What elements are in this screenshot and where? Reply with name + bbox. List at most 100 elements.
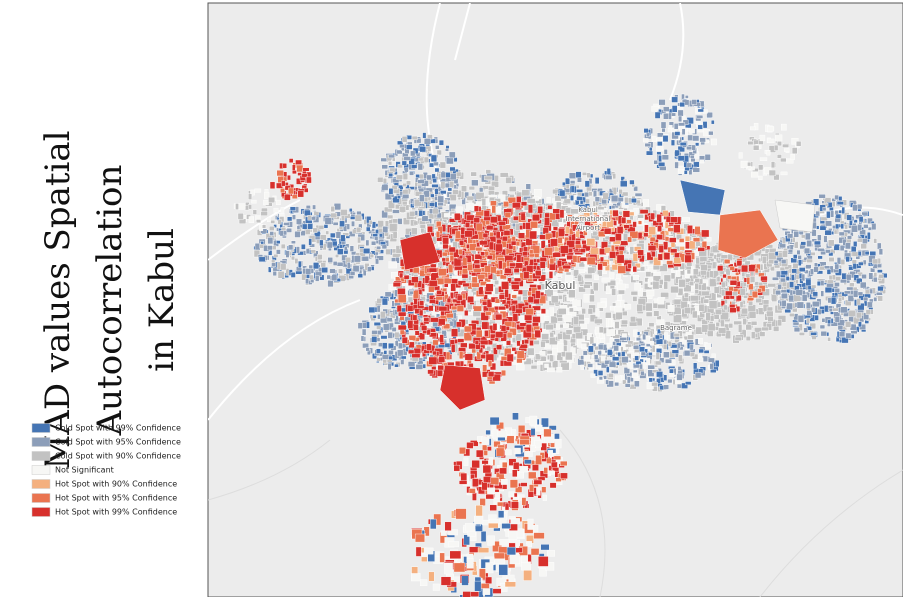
district-cell bbox=[401, 336, 408, 344]
district-cell bbox=[409, 211, 416, 217]
district-cell bbox=[806, 240, 812, 247]
district-cell bbox=[594, 274, 599, 281]
district-cell bbox=[587, 345, 594, 353]
district-cell bbox=[699, 256, 708, 262]
district-cell bbox=[805, 302, 811, 309]
district-cell bbox=[583, 283, 591, 289]
district-cell bbox=[851, 225, 858, 233]
district-cell bbox=[766, 310, 774, 318]
district-cell bbox=[663, 274, 671, 282]
district-cell bbox=[776, 154, 782, 159]
district-cell bbox=[630, 291, 638, 296]
district-cell bbox=[714, 360, 720, 368]
district-cell bbox=[397, 324, 407, 331]
district-cell bbox=[565, 184, 570, 189]
district-cell bbox=[517, 289, 523, 295]
district-cell bbox=[280, 243, 286, 249]
district-cell bbox=[728, 323, 734, 329]
district-cell bbox=[611, 288, 617, 296]
district-cell bbox=[582, 350, 588, 356]
district-cell bbox=[786, 245, 791, 250]
district-cell bbox=[501, 369, 506, 377]
district-cell bbox=[663, 351, 670, 358]
district-cell bbox=[532, 316, 541, 323]
district-cell bbox=[663, 384, 669, 390]
district-cell bbox=[648, 322, 655, 328]
district-cell bbox=[482, 364, 488, 372]
district-cell bbox=[419, 146, 427, 153]
district-cell bbox=[658, 99, 666, 106]
district-cell bbox=[289, 206, 296, 211]
district-cell bbox=[301, 243, 306, 250]
district-cell bbox=[357, 236, 361, 244]
district-cell bbox=[310, 279, 315, 283]
district-cell bbox=[798, 259, 802, 266]
district-cell bbox=[326, 241, 333, 249]
district-cell bbox=[605, 285, 611, 295]
district-cell bbox=[783, 148, 790, 152]
district-cell bbox=[354, 214, 362, 222]
district-cell bbox=[678, 122, 686, 127]
district-cell bbox=[458, 347, 467, 352]
district-cell bbox=[692, 135, 700, 142]
district-cell bbox=[302, 223, 308, 230]
district-cell bbox=[546, 196, 551, 204]
district-cell bbox=[707, 323, 716, 332]
district-cell bbox=[468, 186, 475, 191]
district-cell bbox=[806, 258, 813, 263]
district-cell bbox=[606, 168, 611, 175]
district-cell bbox=[484, 330, 489, 337]
district-cell bbox=[632, 364, 641, 369]
district-cell bbox=[428, 267, 438, 273]
district-cell bbox=[697, 108, 704, 113]
district-cell bbox=[773, 326, 780, 332]
district-cell bbox=[438, 318, 446, 326]
district-cell bbox=[797, 315, 805, 323]
district-cell bbox=[639, 266, 645, 272]
district-cell bbox=[604, 175, 613, 180]
district-cell bbox=[699, 137, 706, 143]
district-cell bbox=[813, 266, 819, 273]
district-cell bbox=[399, 272, 404, 279]
district-cell bbox=[371, 228, 375, 232]
district-cell bbox=[549, 332, 554, 338]
district-cell bbox=[688, 281, 694, 286]
district-cell bbox=[467, 296, 474, 303]
district-cell bbox=[648, 352, 653, 356]
district-cell bbox=[648, 377, 653, 383]
district-cell bbox=[811, 284, 817, 289]
district-cell bbox=[380, 335, 388, 340]
district-cell bbox=[766, 150, 771, 156]
district-cell bbox=[652, 281, 660, 290]
district-cell bbox=[711, 353, 716, 359]
district-cell bbox=[589, 288, 595, 295]
district-cell bbox=[412, 314, 418, 321]
district-cell bbox=[392, 231, 398, 239]
district-cell bbox=[466, 195, 474, 201]
district-cell bbox=[876, 292, 883, 296]
district-cell bbox=[534, 189, 542, 198]
district-cell bbox=[831, 274, 836, 281]
district-cell bbox=[718, 327, 727, 334]
district-cell bbox=[758, 175, 763, 180]
district-cell bbox=[397, 288, 406, 295]
district-cell bbox=[740, 160, 748, 169]
district-cell bbox=[761, 256, 767, 264]
district-cell bbox=[617, 283, 626, 291]
district-cell bbox=[599, 332, 604, 339]
district-cell bbox=[617, 351, 622, 357]
district-cell bbox=[664, 358, 672, 364]
district-cell bbox=[705, 312, 711, 321]
district-cell bbox=[590, 373, 596, 378]
district-cell bbox=[608, 361, 617, 368]
district-cell bbox=[817, 248, 825, 252]
district-cell bbox=[330, 232, 336, 238]
district-cell bbox=[642, 333, 647, 340]
district-cell bbox=[834, 316, 840, 323]
district-cell bbox=[597, 370, 604, 376]
district-cell bbox=[642, 362, 647, 369]
district-cell bbox=[396, 305, 402, 313]
district-cell bbox=[313, 211, 320, 216]
district-cell bbox=[418, 187, 425, 193]
district-cell bbox=[817, 308, 822, 315]
